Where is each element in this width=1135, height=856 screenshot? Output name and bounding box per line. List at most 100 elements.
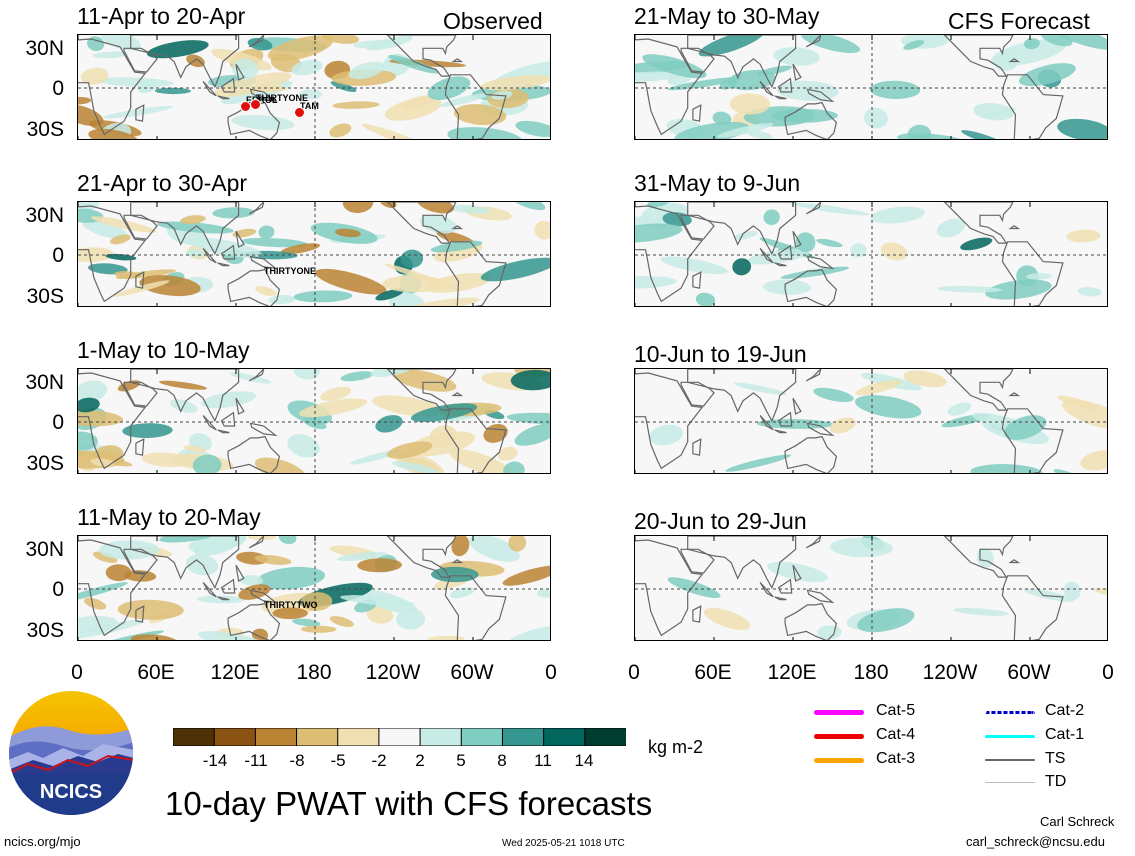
anomaly-blob	[123, 570, 157, 582]
x-label-120w: 120W	[365, 661, 421, 684]
anomaly-blob	[746, 130, 773, 139]
coastline	[792, 564, 802, 582]
anomaly-blob	[159, 536, 216, 543]
anomaly-blob	[816, 238, 843, 248]
anomaly-blob	[1018, 63, 1076, 87]
x-label-0-end: 0	[1102, 661, 1114, 684]
coastline	[249, 255, 278, 270]
anomaly-blob	[511, 202, 546, 211]
coastline	[777, 77, 793, 93]
colorbar-tick: 14	[574, 751, 594, 770]
anomaly-blob	[732, 258, 752, 276]
anomaly-blob	[255, 286, 277, 296]
coastline	[217, 429, 230, 434]
anomaly-blob	[635, 223, 683, 243]
author-name: Carl Schreck	[1040, 814, 1115, 829]
anomaly-blob	[717, 122, 774, 138]
colorbar-tick: -11	[244, 751, 268, 770]
colorbar-bin	[543, 728, 586, 746]
coastline	[806, 422, 835, 437]
anomaly-blob	[830, 537, 893, 558]
forecast-map-3	[634, 368, 1108, 474]
anomaly-blob	[503, 461, 525, 473]
legend-swatch-ts	[985, 759, 1035, 761]
legend-label-cat1: Cat-1	[1045, 726, 1085, 743]
observed-map-2: THIRTYONE	[77, 201, 551, 307]
x-label-0-end: 0	[545, 661, 557, 684]
anomaly-blob	[78, 202, 100, 213]
coastline	[130, 202, 240, 256]
anomaly-blob	[87, 36, 105, 52]
coastline	[1008, 559, 1021, 564]
anomaly-blob	[510, 369, 550, 391]
main-title: 10-day PWAT with CFS forecasts	[165, 785, 653, 822]
anomaly-blob	[329, 616, 354, 627]
anomaly-blob	[293, 290, 353, 303]
coastline	[943, 35, 1014, 77]
coastline	[1001, 241, 1064, 306]
coastline	[123, 548, 158, 574]
x-label-60e: 60E	[137, 661, 175, 684]
colorbar-bin	[173, 728, 216, 746]
anomaly-blob	[936, 218, 966, 238]
coastline	[451, 225, 464, 230]
legend-swatch-cat3	[814, 758, 864, 763]
anomaly-blob	[247, 536, 277, 541]
anomaly-blob	[192, 454, 222, 473]
observed-map-1: ERROL THIRTYONE TAM	[77, 34, 551, 140]
coastline	[386, 369, 457, 411]
anomaly-blob	[188, 237, 262, 258]
anomaly-blob	[763, 209, 780, 226]
anomaly-blob	[480, 75, 550, 91]
anomaly-blob	[453, 104, 507, 126]
source-url[interactable]: ncics.org/mjo	[4, 834, 81, 849]
anomaly-blob	[366, 606, 394, 624]
x-label-120e: 120E	[210, 661, 260, 684]
anomaly-blob	[114, 271, 142, 279]
anomaly-blob	[78, 96, 91, 105]
coastline	[135, 271, 145, 289]
coastline	[687, 202, 797, 256]
observed-panel-4-title: 11-May to 20-May	[77, 504, 261, 530]
anomaly-blob	[1026, 272, 1053, 280]
coastline	[130, 35, 240, 89]
coastline	[759, 80, 774, 97]
storm-marker-icon	[294, 107, 305, 118]
anomaly-blob	[985, 279, 1052, 300]
anomaly-blob	[534, 220, 550, 240]
legend-label-cat2: Cat-2	[1045, 702, 1085, 719]
coastline	[220, 578, 236, 594]
coastline	[774, 95, 787, 100]
anomaly-blob	[254, 457, 307, 473]
coastline	[235, 230, 245, 248]
coastline	[943, 536, 1014, 578]
anomaly-blob	[1053, 469, 1079, 473]
x-label-0: 0	[71, 661, 83, 684]
anomaly-blob	[298, 89, 323, 100]
coastline	[692, 271, 702, 289]
coastline	[680, 214, 715, 240]
coastline	[943, 369, 1014, 411]
author-email[interactable]: carl_schreck@ncsu.edu	[966, 834, 1105, 849]
anomaly-blob	[198, 631, 273, 640]
forecast-header: CFS Forecast	[948, 8, 1090, 34]
x-label-180: 180	[296, 661, 332, 684]
anomaly-blob	[342, 202, 374, 214]
anomaly-blob	[212, 207, 255, 219]
legend-swatch-cat1	[985, 735, 1035, 738]
anomaly-blob	[130, 634, 178, 640]
coastline	[444, 74, 507, 139]
storm-label: ERROL	[246, 95, 278, 105]
y-label-30s: 30S	[26, 118, 64, 141]
anomaly-blob	[430, 240, 483, 253]
legend-swatch-cat5	[814, 710, 864, 715]
observed-map-4: THIRTYTWO	[77, 535, 551, 641]
colorbar-tick: 5	[456, 751, 466, 770]
coastline	[451, 392, 464, 397]
coastline	[202, 414, 217, 431]
coastline	[805, 536, 822, 549]
storm-label: TAM	[300, 101, 319, 111]
anomaly-blob	[141, 452, 192, 467]
x-label-60e: 60E	[694, 661, 732, 684]
anomaly-blob	[335, 228, 361, 238]
